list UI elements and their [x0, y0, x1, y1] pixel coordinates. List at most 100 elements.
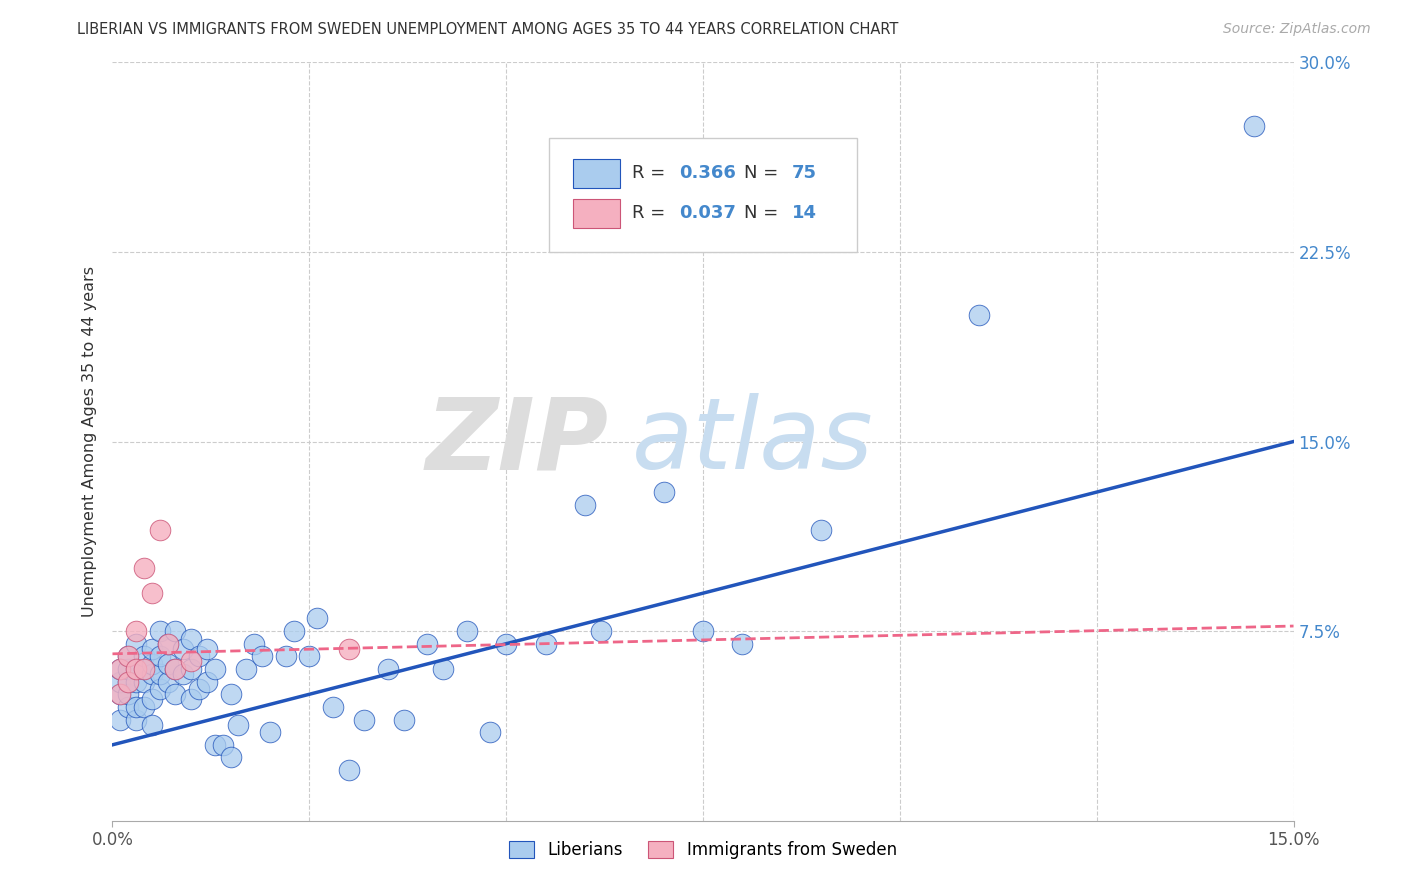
Point — [274, 649, 297, 664]
Point — [219, 750, 242, 764]
Point — [250, 649, 273, 664]
Point — [283, 624, 305, 639]
Point — [392, 713, 415, 727]
Point — [125, 662, 148, 676]
Text: 75: 75 — [792, 164, 817, 182]
Point — [156, 637, 179, 651]
Point — [165, 624, 187, 639]
Point — [259, 725, 281, 739]
Text: atlas: atlas — [633, 393, 873, 490]
Point — [416, 637, 439, 651]
Point — [495, 637, 517, 651]
Text: N =: N = — [744, 164, 785, 182]
Text: R =: R = — [633, 204, 671, 222]
Point — [141, 692, 163, 706]
Point — [125, 713, 148, 727]
Point — [165, 662, 187, 676]
Point — [132, 674, 155, 689]
Text: 14: 14 — [792, 204, 817, 222]
Point — [117, 687, 139, 701]
Point — [125, 637, 148, 651]
Point — [117, 674, 139, 689]
Y-axis label: Unemployment Among Ages 35 to 44 years: Unemployment Among Ages 35 to 44 years — [82, 266, 97, 617]
Text: R =: R = — [633, 164, 671, 182]
Text: N =: N = — [744, 204, 785, 222]
Point — [110, 687, 132, 701]
Point — [149, 682, 172, 697]
Point — [337, 763, 360, 777]
Point — [132, 699, 155, 714]
Point — [195, 641, 218, 656]
Point — [117, 662, 139, 676]
Point — [195, 674, 218, 689]
Bar — [574, 159, 620, 187]
Point — [125, 674, 148, 689]
Text: Source: ZipAtlas.com: Source: ZipAtlas.com — [1223, 22, 1371, 37]
Point — [692, 624, 714, 639]
Point — [1243, 119, 1265, 133]
Point — [156, 637, 179, 651]
Point — [298, 649, 321, 664]
Point — [180, 692, 202, 706]
Text: ZIP: ZIP — [426, 393, 609, 490]
Bar — [574, 199, 620, 227]
Point — [589, 624, 612, 639]
Point — [432, 662, 454, 676]
Text: LIBERIAN VS IMMIGRANTS FROM SWEDEN UNEMPLOYMENT AMONG AGES 35 TO 44 YEARS CORREL: LIBERIAN VS IMMIGRANTS FROM SWEDEN UNEMP… — [77, 22, 898, 37]
Legend: Liberians, Immigrants from Sweden: Liberians, Immigrants from Sweden — [503, 834, 903, 865]
Point — [149, 624, 172, 639]
Point — [149, 523, 172, 537]
Point — [117, 674, 139, 689]
Point — [534, 637, 557, 651]
Point — [149, 667, 172, 681]
Point — [479, 725, 502, 739]
Point — [125, 662, 148, 676]
Point — [117, 649, 139, 664]
Point — [377, 662, 399, 676]
Point — [204, 738, 226, 752]
Point — [307, 611, 329, 625]
Point — [731, 637, 754, 651]
Point — [228, 717, 250, 731]
Point — [117, 699, 139, 714]
Point — [211, 738, 233, 752]
Text: 0.037: 0.037 — [679, 204, 737, 222]
Point — [967, 308, 990, 322]
Point — [110, 674, 132, 689]
Point — [204, 662, 226, 676]
Point — [337, 641, 360, 656]
Point — [243, 637, 266, 651]
Point — [132, 662, 155, 676]
Point — [180, 632, 202, 646]
Point — [110, 662, 132, 676]
Point — [188, 682, 211, 697]
Point — [165, 687, 187, 701]
Point — [141, 657, 163, 671]
Point — [110, 662, 132, 676]
Point — [110, 713, 132, 727]
Point — [353, 713, 375, 727]
Point — [141, 667, 163, 681]
Point — [219, 687, 242, 701]
Point — [141, 586, 163, 600]
Point — [574, 498, 596, 512]
FancyBboxPatch shape — [550, 138, 856, 252]
Point — [810, 523, 832, 537]
Point — [141, 717, 163, 731]
Text: 0.366: 0.366 — [679, 164, 737, 182]
Point — [132, 662, 155, 676]
Point — [132, 561, 155, 575]
Point — [652, 485, 675, 500]
Point — [188, 649, 211, 664]
Point — [456, 624, 478, 639]
Point — [125, 624, 148, 639]
Point — [132, 649, 155, 664]
Point — [180, 662, 202, 676]
Point — [149, 649, 172, 664]
Point — [322, 699, 344, 714]
Point — [110, 687, 132, 701]
Point — [141, 641, 163, 656]
Point — [172, 641, 194, 656]
Point — [117, 649, 139, 664]
Point — [165, 662, 187, 676]
